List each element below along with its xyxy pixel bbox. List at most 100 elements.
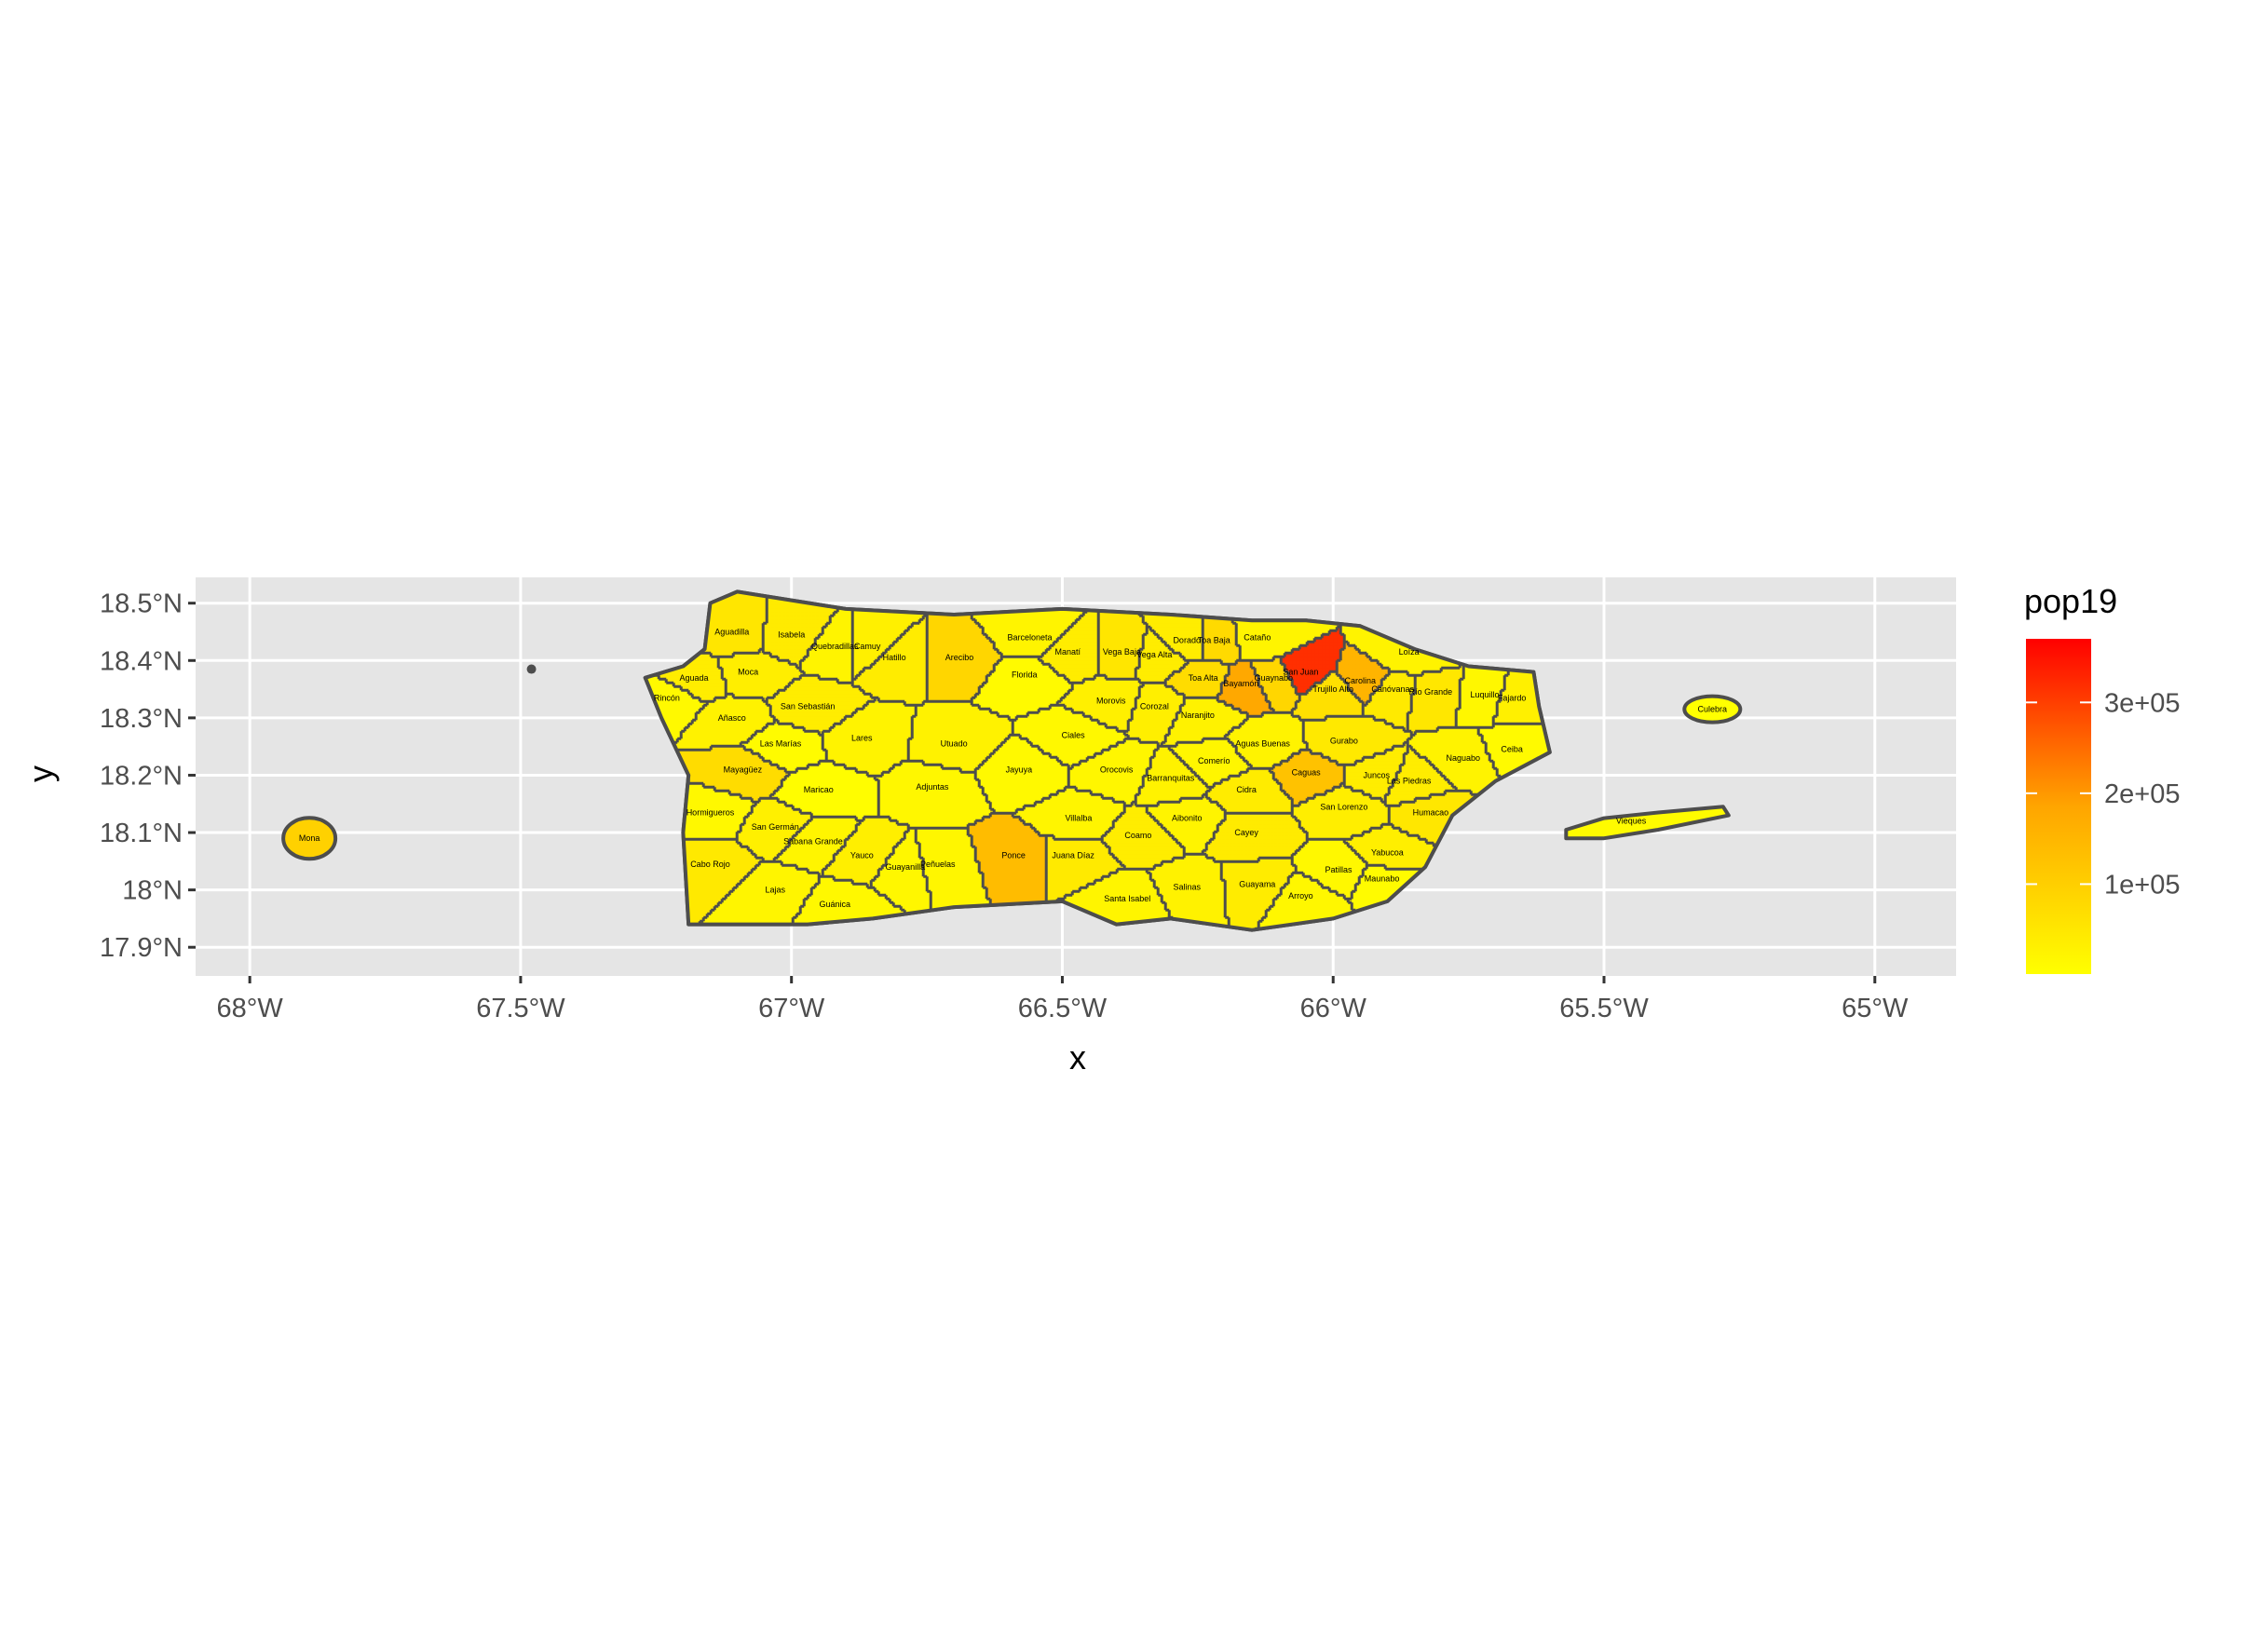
municipality-cell	[912, 642, 917, 646]
municipality-cell	[1329, 645, 1334, 650]
municipality-cell	[1188, 623, 1192, 628]
municipality-cell	[1001, 616, 1006, 620]
municipality-cell	[733, 634, 738, 639]
municipality-cell	[1199, 627, 1203, 631]
municipality-cell	[1147, 645, 1151, 650]
municipality-cell	[726, 623, 730, 628]
municipality-cell	[1340, 638, 1345, 643]
municipality-cell	[1232, 630, 1237, 635]
municipality-cell	[800, 645, 805, 650]
municipality-cell	[804, 645, 809, 650]
municipality-cell	[1217, 619, 1222, 624]
municipality-cell	[1240, 623, 1244, 628]
municipality-cell	[1251, 630, 1256, 635]
municipality-cell	[1176, 657, 1181, 661]
municipality-cell	[1225, 657, 1230, 661]
municipality-cell	[867, 630, 872, 635]
municipality-cell	[904, 623, 909, 628]
municipality-cell	[752, 616, 756, 620]
municipality-cell	[1072, 645, 1077, 650]
municipality-cell	[711, 634, 715, 639]
municipality-cell	[863, 623, 868, 628]
municipality-cell	[983, 630, 987, 635]
municipality-cell	[1236, 627, 1241, 631]
municipality-cell	[1247, 630, 1252, 635]
municipality-cell	[983, 616, 987, 620]
municipality-cell	[1154, 645, 1159, 650]
municipality-cell	[1106, 612, 1110, 616]
municipality-cell	[871, 657, 876, 661]
municipality-cell	[1054, 630, 1058, 635]
municipality-cell	[1035, 616, 1040, 620]
municipality-cell	[916, 653, 920, 657]
municipality-cell	[796, 645, 801, 650]
municipality-cell	[1352, 638, 1356, 643]
municipality-cell	[718, 627, 723, 631]
municipality-cell	[875, 623, 879, 628]
municipality-cell	[983, 649, 987, 654]
municipality-cell	[1258, 645, 1263, 650]
municipality-cell	[1132, 657, 1136, 661]
municipality-cell	[1117, 657, 1122, 661]
municipality-cell	[886, 634, 890, 639]
municipality-cell	[904, 645, 909, 650]
municipality-cell	[998, 619, 1002, 624]
municipality-cell	[871, 627, 876, 631]
municipality-cell	[1035, 649, 1040, 654]
municipality-cell	[990, 642, 995, 646]
municipality-cell	[722, 649, 727, 654]
municipality-cell	[1393, 653, 1397, 657]
plot-panel: Aguadilla IsabelaQuebradillasCamuyHatillo…	[196, 577, 1956, 976]
municipality-cell	[1076, 623, 1081, 628]
municipality-cell	[770, 645, 775, 650]
municipality-cell	[778, 627, 782, 631]
municipality-cell	[990, 619, 995, 624]
municipality-cell	[1061, 657, 1066, 661]
municipality-cell	[1027, 638, 1032, 643]
municipality-cell	[990, 657, 995, 661]
municipality-cell	[722, 638, 727, 643]
municipality-cell	[845, 612, 850, 616]
municipality-cell	[1169, 642, 1174, 646]
municipality-cell	[778, 623, 782, 628]
municipality-cell	[1173, 642, 1177, 646]
municipality-cell	[1009, 642, 1013, 646]
municipality-cell	[1094, 619, 1099, 624]
municipality-cell	[1080, 642, 1084, 646]
municipality-cell	[1072, 657, 1077, 661]
municipality-cell	[1389, 642, 1393, 646]
municipality-cell	[990, 616, 995, 620]
municipality-cell	[878, 638, 883, 643]
municipality-cell	[1221, 653, 1226, 657]
municipality-cell	[1311, 630, 1315, 635]
municipality-cell	[752, 645, 756, 650]
municipality-cell	[1061, 623, 1066, 628]
municipality-cell	[782, 642, 786, 646]
municipality-cell	[1292, 634, 1297, 639]
municipality-cell	[815, 634, 820, 639]
municipality-cell	[785, 630, 790, 635]
municipality-cell	[763, 601, 768, 605]
municipality-cell	[1221, 638, 1226, 643]
municipality-cell	[949, 630, 954, 635]
municipality-cell	[1292, 638, 1297, 643]
municipality-cell	[741, 623, 745, 628]
municipality-cell	[1102, 623, 1107, 628]
municipality-cell	[1180, 616, 1185, 620]
municipality-cell	[1325, 657, 1330, 661]
municipality-cell	[815, 645, 820, 650]
municipality-cell	[1329, 649, 1334, 654]
municipality-cell	[1322, 653, 1326, 657]
municipality-cell	[1277, 649, 1282, 654]
municipality-cell	[931, 642, 935, 646]
municipality-cell	[1277, 630, 1282, 635]
municipality-cell	[841, 616, 846, 620]
municipality-cell	[882, 630, 887, 635]
municipality-cell	[886, 630, 890, 635]
municipality-cell	[785, 638, 790, 643]
municipality-cell	[1266, 653, 1271, 657]
municipality-cell	[979, 623, 984, 628]
municipality-cell	[837, 608, 842, 613]
municipality-cell	[752, 619, 756, 624]
municipality-cell	[748, 630, 753, 635]
